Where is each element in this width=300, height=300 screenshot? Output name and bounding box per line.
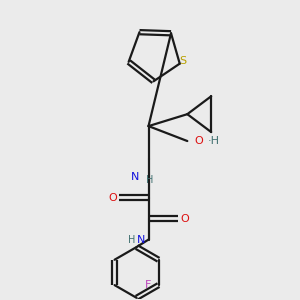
Text: N: N — [137, 235, 145, 244]
Text: S: S — [179, 56, 186, 66]
Text: F: F — [145, 280, 151, 290]
Text: H: H — [146, 175, 154, 185]
Text: H: H — [128, 235, 136, 244]
Text: ·H: ·H — [208, 136, 220, 146]
Text: O: O — [180, 214, 189, 224]
Text: O: O — [195, 136, 203, 146]
Text: N: N — [131, 172, 139, 182]
Text: O: O — [108, 193, 117, 203]
